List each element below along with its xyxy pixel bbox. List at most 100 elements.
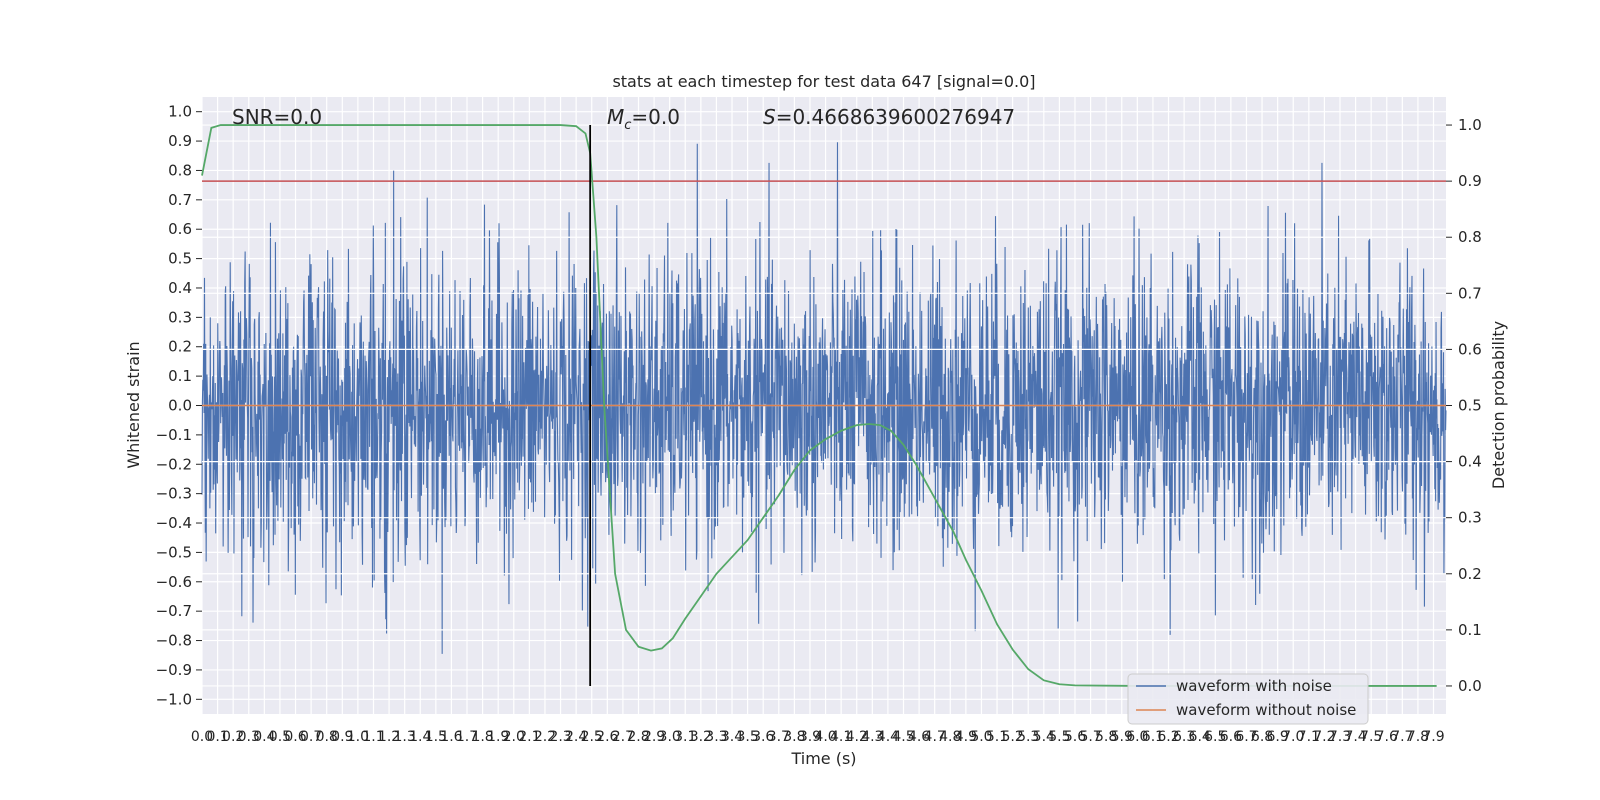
y-right-tick-label: 0.0 [1458,677,1482,695]
x-tick-label: 6.8 [1251,729,1273,745]
x-tick-label: 5.9 [1111,729,1133,745]
y-tick-label: −0.8 [156,632,192,650]
x-tick-label: 0.2 [222,729,244,745]
legend-label-waveform-without-noise: waveform without noise [1176,701,1356,719]
x-tick-label: 4.7 [924,729,946,745]
x-tick-label: 4.9 [955,729,977,745]
x-tick-label: 3.1 [674,729,696,745]
y-right-tick-label: 0.3 [1458,509,1482,527]
x-tick-label: 7.2 [1313,729,1335,745]
x-tick-label: 3.6 [752,729,774,745]
mc-subscript: c [624,118,631,133]
x-tick-label: 3.7 [768,729,790,745]
x-tick-label: 6.7 [1235,729,1257,745]
chart-title: stats at each timestep for test data 647… [612,72,1035,91]
x-tick-label: 1.3 [394,729,416,745]
s-annotation: S=0.4668639600276947 [763,105,1015,129]
x-tick-label: 7.8 [1407,729,1429,745]
x-tick-label: 2.3 [549,729,571,745]
series-waveform-with-noise [201,142,1447,654]
x-tick-label: 7.7 [1391,729,1413,745]
legend: waveform with noise waveform without noi… [1127,673,1369,725]
x-tick-label: 5.7 [1079,729,1101,745]
x-tick-label: 0.6 [284,729,306,745]
detection-probability-line [201,124,1437,687]
x-tick-label: 5.2 [1001,729,1023,745]
x-tick-label: 3.9 [799,729,821,745]
x-tick-label: 0.4 [253,729,275,745]
x-tick-label: 7.4 [1344,729,1366,745]
x-tick-label: 4.2 [846,729,868,745]
x-tick-label: 7.0 [1282,729,1304,745]
x-axis: 0.00.10.20.30.40.50.60.70.80.91.01.11.21… [191,729,1445,745]
x-tick-label: 3.5 [736,729,758,745]
mc-symbol: M [607,105,624,129]
x-tick-label: 6.0 [1126,729,1148,745]
x-tick-label: 0.7 [300,729,322,745]
y-axis-right: 1.0 0.9 0.8 0.7 0.6 0.5 0.4 0.3 0.2 0.1 0.0 [1446,116,1482,695]
y-axis-left: 1.0 0.9 0.8 0.7 0.6 0.5 0.4 0.3 0.2 0.1 0.0 −0.1 −0.… [156,103,202,708]
legend-label-waveform-with-noise: waveform with noise [1176,677,1332,695]
s-value: =0.4668639600276947 [776,105,1015,129]
y-tick-label: −0.9 [156,661,192,679]
y-right-tick-label: 0.1 [1458,621,1482,639]
y-right-tick-label: 0.7 [1458,284,1482,302]
x-tick-label: 0.0 [191,729,213,745]
mc-annotation: Mc=0.0 [607,105,680,133]
x-tick-label: 0.8 [316,729,338,745]
x-tick-label: 2.7 [612,729,634,745]
y-tick-label: −0.7 [156,602,192,620]
x-tick-label: 6.1 [1142,729,1164,745]
y-right-tick-label: 0.9 [1458,172,1482,190]
y-tick-label: 0.1 [168,367,192,385]
legend-box [1127,673,1369,725]
x-tick-label: 7.5 [1360,729,1382,745]
y-right-tick-label: 0.2 [1458,565,1482,583]
x-tick-label: 6.3 [1173,729,1195,745]
chart-overlays [201,124,1446,687]
x-tick-label: 3.0 [659,729,681,745]
x-tick-label: 3.4 [721,729,743,745]
x-tick-label: 4.5 [892,729,914,745]
y-tick-label: −1.0 [156,690,192,708]
x-tick-label: 2.5 [581,729,603,745]
x-tick-label: 4.3 [861,729,883,745]
x-tick-label: 5.0 [970,729,992,745]
y-tick-label: 0.2 [168,338,192,356]
x-tick-label: 1.1 [362,729,384,745]
y-right-tick-label: 0.6 [1458,340,1482,358]
s-symbol: S [763,105,776,129]
x-tick-label: 3.3 [705,729,727,745]
y-tick-label: 0.7 [168,191,192,209]
y-tick-label: 0.5 [168,250,192,268]
x-tick-label: 0.9 [331,729,353,745]
x-tick-label: 2.8 [627,729,649,745]
x-tick-label: 1.5 [425,729,447,745]
x-tick-label: 0.1 [206,729,228,745]
x-tick-label: 4.1 [830,729,852,745]
y-tick-label: −0.4 [156,514,192,532]
y-axis-right-label: Detection probability [1489,321,1508,489]
x-tick-label: 2.1 [518,729,540,745]
y-tick-label: −0.5 [156,543,192,561]
x-axis-label: Time (s) [790,749,856,768]
mc-value: =0.0 [631,105,680,129]
x-tick-label: 4.4 [877,729,899,745]
x-tick-label: 6.5 [1204,729,1226,745]
y-tick-label: 0.4 [168,279,192,297]
x-tick-label: 4.0 [814,729,836,745]
x-tick-label: 5.3 [1017,729,1039,745]
y-tick-label: 1.0 [168,103,192,121]
x-tick-label: 1.0 [347,729,369,745]
x-tick-label: 2.0 [503,729,525,745]
y-tick-label: 0.0 [168,397,192,415]
series-line-waveform-with-noise [201,142,1447,654]
y-tick-label: 0.9 [168,132,192,150]
x-tick-label: 5.4 [1033,729,1055,745]
x-tick-label: 3.2 [690,729,712,745]
x-tick-label: 5.1 [986,729,1008,745]
x-tick-label: 1.2 [378,729,400,745]
y-tick-label: −0.3 [156,485,192,503]
x-tick-label: 1.8 [471,729,493,745]
x-tick-label: 3.8 [783,729,805,745]
